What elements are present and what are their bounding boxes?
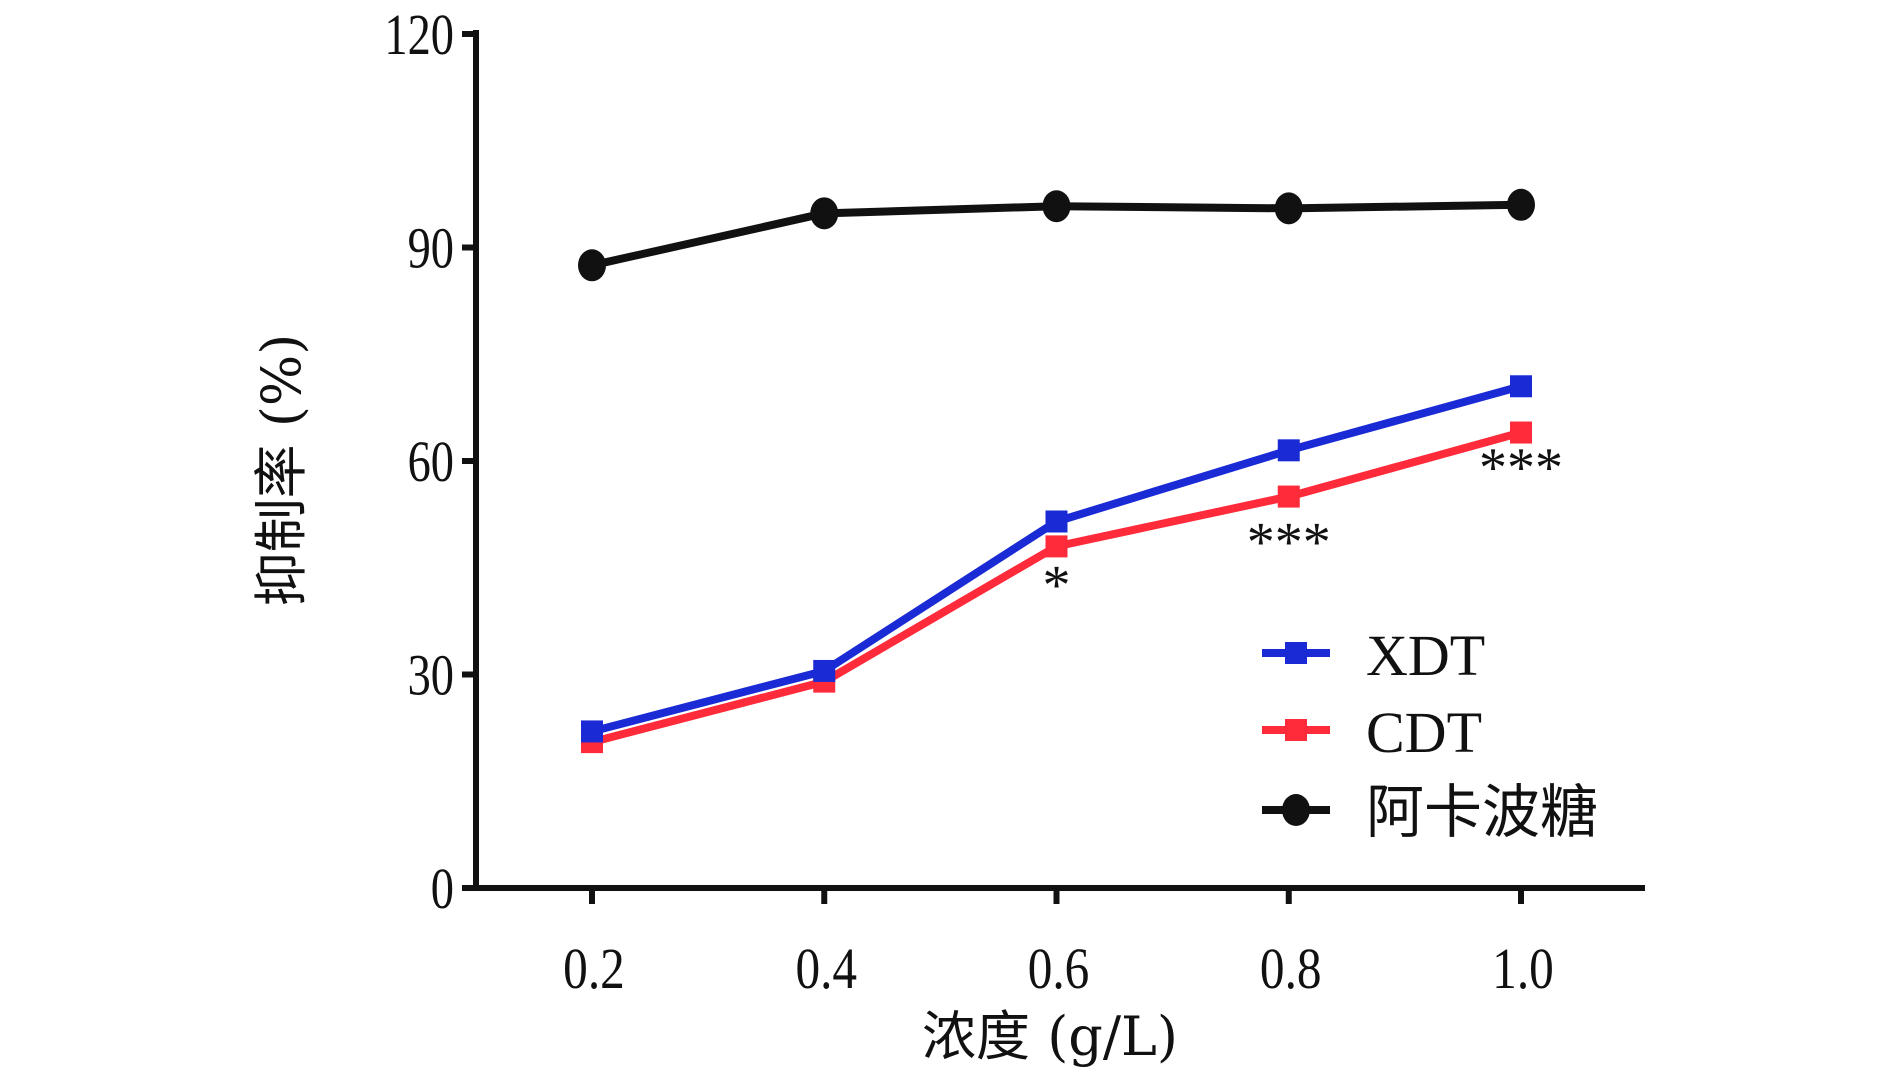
series-阿卡波糖 [578, 188, 1535, 282]
legend-marker [1285, 719, 1307, 741]
data-point [813, 659, 836, 682]
x-axis-title: 浓度 (g/L) [922, 1005, 1178, 1068]
y-tick-label: 120 [384, 3, 454, 67]
data-point [1274, 192, 1303, 225]
x-tick-label: 0.6 [1028, 936, 1090, 1001]
legend: XDT CDT 阿卡波糖 [1262, 623, 1598, 845]
legend-marker [1282, 794, 1310, 826]
y-axis-title: 抑制率 (%) [250, 334, 313, 607]
data-point [1510, 375, 1532, 398]
axes: 0 30 60 90 120 0.2 0.4 0.6 0.8 1.0 [384, 3, 1645, 1001]
legend-label: CDT [1366, 700, 1482, 765]
data-point [1277, 485, 1300, 508]
legend-marker [1285, 642, 1307, 664]
legend-item: 阿卡波糖 [1262, 780, 1598, 845]
legend-item: XDT [1262, 623, 1485, 688]
x-tick-label: 1.0 [1492, 936, 1554, 1001]
data-point [1045, 510, 1068, 533]
significance-marker: *** [1247, 512, 1331, 574]
data-point [1277, 439, 1300, 462]
significance-marker: * [1043, 554, 1071, 616]
legend-label: 阿卡波糖 [1366, 780, 1598, 845]
y-tick-label: 0 [431, 857, 454, 921]
annotations: ******* [1043, 437, 1564, 616]
data-point [1045, 535, 1068, 558]
y-tick-label: 30 [408, 644, 454, 708]
legend-item: CDT [1262, 700, 1482, 765]
data-point [810, 197, 839, 230]
x-tick-label: 0.4 [795, 936, 857, 1001]
data-point [581, 720, 603, 743]
y-tick-label: 90 [408, 217, 454, 281]
data-point [578, 249, 606, 282]
series-XDT [581, 375, 1532, 743]
x-tick-label: 0.8 [1260, 936, 1322, 1001]
legend-label: XDT [1366, 623, 1485, 688]
data-point [1510, 421, 1532, 444]
significance-marker: *** [1479, 437, 1563, 499]
y-tick-label: 60 [408, 430, 454, 494]
data-point [1042, 190, 1071, 223]
data-point [1507, 188, 1535, 221]
series-layer [578, 188, 1535, 754]
x-tick-label: 0.2 [563, 936, 625, 1001]
